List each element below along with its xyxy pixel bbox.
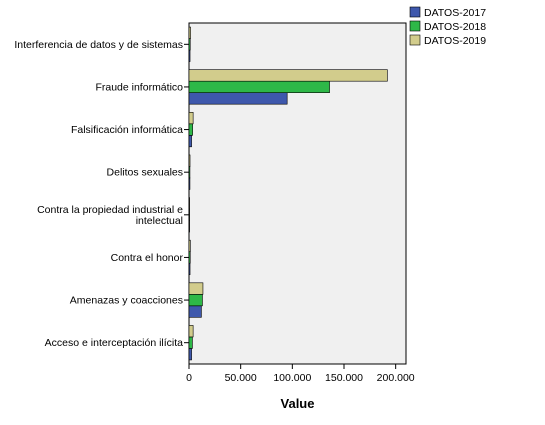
bar-datos-2017 bbox=[188, 348, 192, 361]
category-label: Acceso e interceptación ilícita bbox=[45, 337, 183, 349]
legend: DATOS-2017 DATOS-2018 DATOS-2019 bbox=[409, 6, 486, 47]
x-tick-label: 50.000 bbox=[225, 372, 257, 384]
x-axis-title: Value bbox=[281, 396, 315, 411]
bar-datos-2018 bbox=[188, 208, 190, 221]
bar-datos-2018 bbox=[188, 251, 191, 264]
legend-label: DATOS-2019 bbox=[424, 35, 486, 47]
bar-datos-2018 bbox=[188, 166, 191, 179]
legend-swatch bbox=[409, 6, 421, 18]
category-label-line: Delitos sexuales bbox=[107, 167, 183, 179]
category-label: Falsificación informática bbox=[71, 124, 183, 136]
legend-swatch bbox=[409, 34, 421, 46]
category-label-line: Contra el honor bbox=[111, 252, 184, 264]
bar-datos-2017 bbox=[188, 92, 288, 105]
bar-datos-2017 bbox=[188, 177, 191, 190]
bar-datos-2017 bbox=[188, 262, 191, 275]
bar-datos-2019 bbox=[188, 154, 191, 167]
bar-datos-2018 bbox=[188, 38, 191, 51]
legend-label: DATOS-2017 bbox=[424, 7, 486, 19]
bar-datos-2018 bbox=[188, 80, 330, 93]
bar-datos-2017 bbox=[188, 49, 191, 62]
legend-label: DATOS-2018 bbox=[424, 21, 486, 33]
bar-datos-2017 bbox=[188, 220, 190, 233]
category-label: Fraude informático bbox=[95, 81, 183, 93]
bar-datos-2019 bbox=[188, 26, 191, 39]
category-axis: Interferencia de datos y de sistemas Frau… bbox=[14, 39, 189, 349]
category-label-line: Falsificación informática bbox=[71, 124, 183, 136]
category-label-line: intelectual bbox=[136, 215, 183, 227]
bar-datos-2018 bbox=[188, 123, 193, 136]
category-label: Contra el honor bbox=[111, 252, 184, 264]
bar-datos-2019 bbox=[188, 112, 194, 125]
category-label-line: Interferencia de datos y de sistemas bbox=[14, 39, 183, 51]
bars-group bbox=[188, 26, 388, 361]
bar-datos-2019 bbox=[188, 282, 204, 295]
x-tick-label: 150.000 bbox=[325, 372, 363, 384]
bar-datos-2018 bbox=[188, 294, 203, 307]
bar-datos-2017 bbox=[188, 135, 192, 148]
bar-datos-2019 bbox=[188, 69, 388, 82]
category-label: Delitos sexuales bbox=[107, 167, 183, 179]
category-label: Amenazas y coacciones bbox=[70, 295, 183, 307]
category-label-line: Fraude informático bbox=[95, 81, 183, 93]
bar-datos-2019 bbox=[188, 325, 194, 338]
bar-datos-2017 bbox=[188, 305, 202, 318]
category-label: Interferencia de datos y de sistemas bbox=[14, 39, 183, 51]
bar-datos-2019 bbox=[188, 197, 190, 210]
category-label: Contra la propiedad industrial e intelect… bbox=[37, 204, 183, 227]
category-label-line: Amenazas y coacciones bbox=[70, 295, 183, 307]
legend-swatch bbox=[409, 20, 421, 32]
x-tick-label: 0 bbox=[186, 372, 192, 384]
category-label-line: Acceso e interceptación ilícita bbox=[45, 337, 183, 349]
category-label-line: Contra la propiedad industrial e bbox=[37, 204, 183, 216]
value-axis: 0 50.000 100.000 150.000 200.000 bbox=[186, 364, 415, 384]
x-tick-label: 200.000 bbox=[377, 372, 415, 384]
bar-datos-2019 bbox=[188, 239, 191, 252]
bar-datos-2018 bbox=[188, 336, 193, 349]
x-tick-label: 100.000 bbox=[273, 372, 311, 384]
